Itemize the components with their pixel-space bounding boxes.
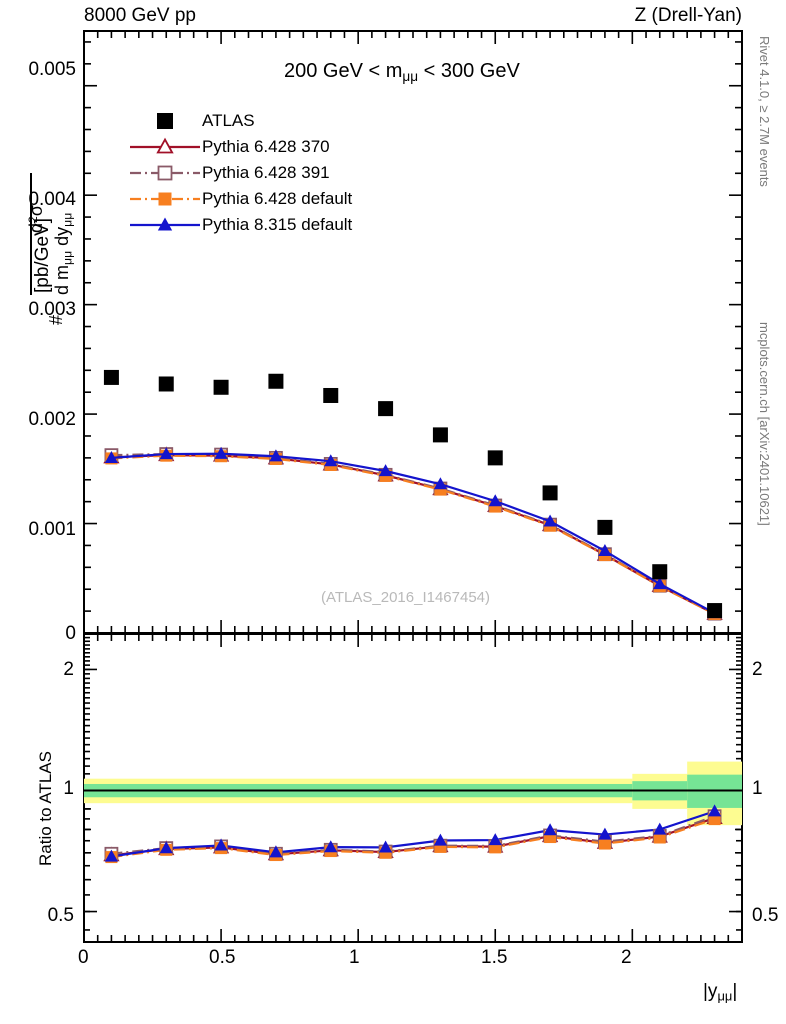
main-ytick-0.003: 0.003 bbox=[28, 299, 76, 320]
legend-marker-py6-def bbox=[158, 192, 172, 206]
main-ylabel-fraction: d2σ d mμμ dyμμ bbox=[8, 171, 74, 301]
main-marker-atlas bbox=[323, 387, 339, 403]
main-ylabel-fraction-bar bbox=[30, 173, 32, 295]
xtick-0.5: 0.5 bbox=[209, 947, 236, 968]
main-marker-py8-def bbox=[104, 450, 119, 463]
main-marker-py8-def bbox=[488, 494, 502, 507]
ratio-marker-py8-def bbox=[488, 833, 502, 846]
ratio-marker-py8-def bbox=[598, 827, 612, 840]
main-ytick-0: 0 bbox=[65, 623, 76, 644]
main-marker-py8-def bbox=[598, 544, 612, 557]
main-marker-atlas bbox=[542, 485, 558, 501]
ratio-ytick-right-1: 1 bbox=[752, 778, 763, 799]
ratio-marker-py8-def bbox=[214, 838, 228, 851]
xtick-labels: 0 0.5 1 1.5 2 bbox=[0, 948, 786, 988]
ratio-marker-py8-def bbox=[433, 833, 448, 846]
main-marker-atlas bbox=[158, 376, 174, 392]
legend-label-py8-def[interactable]: Pythia 8.315 default bbox=[202, 215, 353, 234]
ratio-ytick-left-0.5: 0.5 bbox=[47, 905, 74, 926]
legend-marker-atlas bbox=[157, 113, 173, 129]
main-marker-atlas bbox=[378, 401, 394, 417]
ratio-marker-py8-def bbox=[543, 823, 557, 836]
xtick-0: 0 bbox=[78, 947, 89, 968]
xaxis-label: |yμμ| bbox=[703, 981, 737, 1004]
ratio-ytick-labels-right: 2 1 0.5 bbox=[748, 0, 786, 1024]
legend-label-atlas[interactable]: ATLAS bbox=[202, 111, 255, 130]
main-marker-py8-def bbox=[214, 446, 228, 459]
ratio-marker-py8-def bbox=[324, 840, 338, 853]
main-marker-py8-def bbox=[543, 514, 557, 527]
header-right-label: Z (Drell-Yan) bbox=[634, 5, 742, 26]
main-marker-atlas bbox=[597, 519, 613, 535]
ratio-marker-py8-def bbox=[653, 822, 667, 835]
main-ytick-labels: 0.005 0.004 0.003 0.002 0.001 0 bbox=[0, 0, 84, 644]
xtick-2: 2 bbox=[621, 947, 632, 968]
ratio-marker-py8-def bbox=[707, 804, 722, 817]
main-marker-atlas bbox=[707, 603, 723, 619]
ratio-ytick-right-0.5: 0.5 bbox=[752, 905, 779, 926]
main-line-py6-def bbox=[111, 454, 716, 615]
legend: ATLAS Pythia 6.428 370 Pythia 6.428 391 … bbox=[202, 112, 502, 242]
ratio-marker-py8-def bbox=[269, 845, 283, 858]
main-panel-ticks bbox=[83, 31, 743, 634]
main-marker-py8-def bbox=[653, 577, 667, 590]
analysis-watermark: (ATLAS_2016_I1467454) bbox=[321, 589, 491, 606]
main-marker-atlas bbox=[268, 373, 284, 389]
ratio-marker-py8-def bbox=[104, 849, 119, 862]
xaxis-label-close: | bbox=[732, 981, 738, 1002]
ratio-ytick-labels-left: 2 1 0.5 bbox=[0, 0, 84, 1024]
main-marker-py8-def bbox=[269, 449, 283, 462]
main-marker-py6-def bbox=[489, 500, 502, 513]
main-panel-title: 200 GeV < mμμ < 300 GeV bbox=[284, 61, 520, 87]
legend-marker-py6-370 bbox=[156, 137, 174, 154]
xtick-1: 1 bbox=[349, 947, 360, 968]
xaxis-label-open: |y bbox=[703, 981, 718, 1002]
ratio-data-series bbox=[103, 804, 723, 864]
ratio-line-py6-def bbox=[111, 818, 715, 859]
legend-label-py6-391[interactable]: Pythia 6.428 391 bbox=[202, 163, 330, 182]
main-marker-py8-def bbox=[324, 454, 338, 467]
ratio-ytick-left-2: 2 bbox=[63, 659, 74, 680]
xaxis-label-sub: μμ bbox=[717, 988, 733, 1004]
title-subscript: μμ bbox=[402, 68, 419, 84]
legend-marker-py8-def bbox=[157, 217, 173, 231]
legend-label-py6-def[interactable]: Pythia 6.428 default bbox=[202, 189, 353, 208]
ratio-marker-py8-def bbox=[159, 841, 173, 854]
title-suffix: < 300 GeV bbox=[418, 60, 520, 82]
main-data-series bbox=[103, 369, 723, 621]
main-ylabel-group: [pb/GeV] d2σ d mμμ dyμμ # bbox=[0, 31, 84, 633]
ratio-marker-py6-def bbox=[598, 837, 611, 850]
main-ytick-0.002: 0.002 bbox=[28, 409, 76, 430]
ratio-ytick-right-2: 2 bbox=[752, 659, 763, 680]
main-marker-atlas bbox=[487, 450, 503, 466]
main-marker-atlas bbox=[213, 379, 229, 395]
main-line-py8-def bbox=[111, 452, 716, 615]
main-marker-py8-def bbox=[378, 464, 393, 477]
main-marker-atlas bbox=[103, 369, 119, 385]
main-marker-atlas bbox=[652, 564, 668, 580]
xtick-1.5: 1.5 bbox=[481, 947, 508, 968]
ratio-line-py8-def bbox=[111, 810, 715, 858]
legend-label-py6-370[interactable]: Pythia 6.428 370 bbox=[202, 137, 330, 156]
main-ytick-0.001: 0.001 bbox=[28, 519, 76, 540]
main-ytick-0.004: 0.004 bbox=[28, 189, 76, 210]
main-marker-atlas bbox=[432, 427, 448, 443]
ratio-uncertainty-bands bbox=[84, 761, 742, 826]
ratio-ytick-left-1: 1 bbox=[63, 778, 74, 799]
header-left-label: 8000 GeV pp bbox=[84, 5, 196, 26]
legend-marker-py6-391 bbox=[157, 165, 173, 181]
main-marker-py8-def bbox=[159, 447, 173, 460]
main-marker-py8-def bbox=[433, 477, 448, 490]
legend-markers bbox=[130, 113, 200, 231]
main-ytick-0.005: 0.005 bbox=[28, 59, 76, 80]
ratio-marker-py8-def bbox=[378, 840, 393, 853]
title-prefix: 200 GeV < m bbox=[284, 60, 403, 82]
